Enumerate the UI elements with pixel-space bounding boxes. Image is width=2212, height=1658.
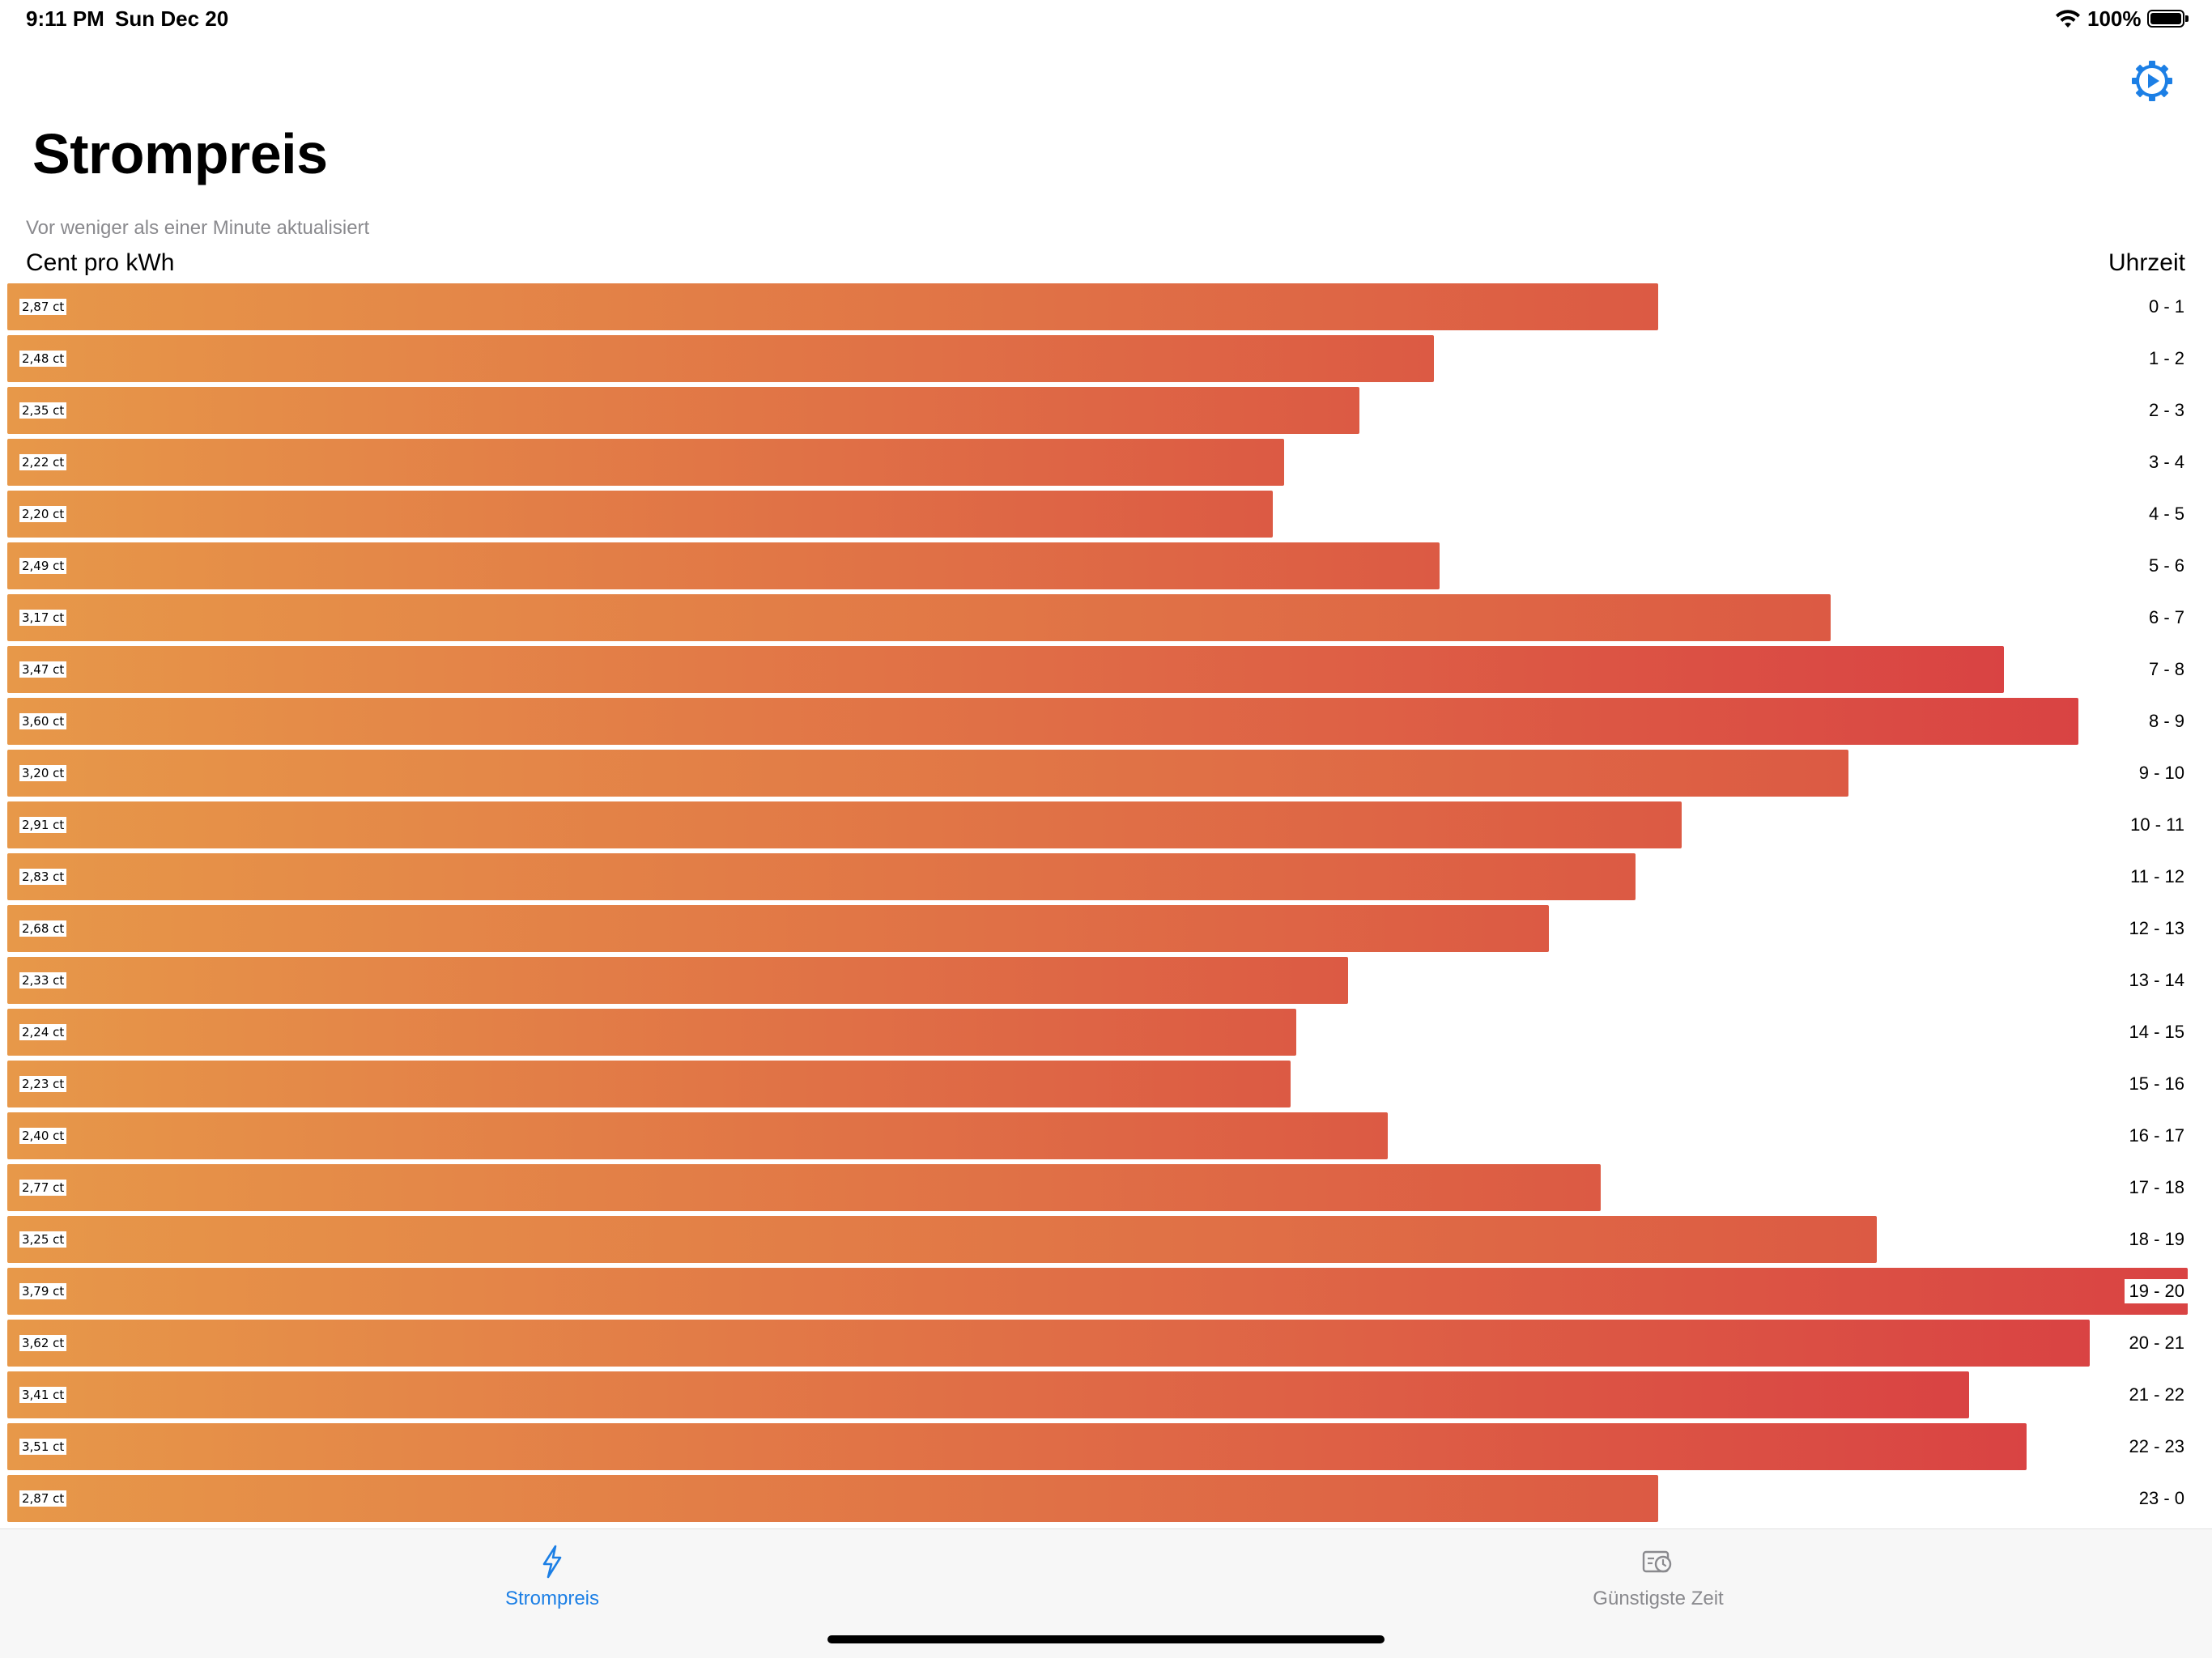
hour-range-label: 3 - 4 xyxy=(2148,452,2184,472)
price-bar xyxy=(7,283,1658,330)
price-value-label: 2,22 ct xyxy=(19,454,67,470)
price-bar xyxy=(7,1112,1388,1159)
tab-guenstigste-zeit-label: Günstigste Zeit xyxy=(1593,1588,1724,1609)
hour-range-label: 12 - 13 xyxy=(2129,918,2185,938)
hour-range-label: 5 - 6 xyxy=(2148,555,2184,576)
page-title: Strompreis xyxy=(32,122,328,185)
hour-range-label: 10 - 11 xyxy=(2130,814,2184,835)
hour-range-label: 9 - 10 xyxy=(2138,763,2184,783)
price-value-label: 2,40 ct xyxy=(19,1128,67,1144)
price-bar xyxy=(7,853,1636,900)
tab-guenstigste-zeit[interactable]: Günstigste Zeit xyxy=(1488,1544,1828,1609)
price-bar-chart: 2,87 ct 0 - 1 2,48 ct 1 - 2 2,35 ct 2 - 3 2,22… xyxy=(0,283,2212,1530)
price-bar xyxy=(7,1268,2188,1315)
price-value-label: 3,41 ct xyxy=(19,1387,67,1403)
lightning-bolt-icon xyxy=(542,1545,562,1579)
price-value-label: 2,77 ct xyxy=(19,1180,67,1196)
hour-range-label: 2 - 3 xyxy=(2148,400,2184,420)
price-value-label: 3,62 ct xyxy=(19,1335,67,1351)
price-value-label: 2,83 ct xyxy=(19,869,67,885)
price-value-label: 2,87 ct xyxy=(19,299,67,315)
price-bar xyxy=(7,439,1284,486)
price-bar xyxy=(7,1164,1601,1211)
price-value-label: 3,60 ct xyxy=(19,713,67,729)
status-date: Sun Dec 20 xyxy=(115,6,229,31)
hour-range-label: 16 - 17 xyxy=(2129,1125,2185,1146)
price-value-label: 2,20 ct xyxy=(19,506,67,522)
price-value-label: 3,51 ct xyxy=(19,1439,67,1455)
wifi-icon xyxy=(2056,10,2080,28)
home-indicator xyxy=(827,1635,1385,1643)
hour-range-label: 17 - 18 xyxy=(2129,1177,2185,1197)
price-bar xyxy=(7,1423,2027,1470)
hour-range-label: 8 - 9 xyxy=(2148,711,2184,731)
price-value-label: 2,35 ct xyxy=(19,402,67,419)
price-bar xyxy=(7,594,1831,641)
price-value-label: 3,79 ct xyxy=(19,1283,67,1299)
battery-icon xyxy=(2147,10,2189,28)
hour-range-label: 22 - 23 xyxy=(2129,1436,2185,1456)
price-bar xyxy=(7,1320,2090,1367)
status-time: 9:11 PM xyxy=(26,6,104,31)
hour-range-label: 6 - 7 xyxy=(2148,607,2184,627)
price-bar xyxy=(7,1475,1658,1522)
price-bar xyxy=(7,801,1682,848)
hour-range-label: 19 - 20 xyxy=(2124,1279,2189,1303)
hour-range-label: 21 - 22 xyxy=(2129,1384,2185,1405)
price-bar xyxy=(7,335,1434,382)
hour-range-label: 4 - 5 xyxy=(2148,504,2184,524)
time-column-label: Uhrzeit xyxy=(2108,249,2185,276)
settings-gear-icon[interactable] xyxy=(2129,58,2175,104)
price-value-label: 3,25 ct xyxy=(19,1231,67,1248)
price-bar xyxy=(7,1061,1291,1107)
price-bar xyxy=(7,698,2078,745)
status-bar: 9:11 PM Sun Dec 20 100% xyxy=(0,0,2212,39)
price-bar xyxy=(7,905,1549,952)
price-bar xyxy=(7,1371,1969,1418)
battery-percentage: 100% xyxy=(2087,6,2142,31)
price-value-label: 3,20 ct xyxy=(19,765,67,781)
hour-range-label: 1 - 2 xyxy=(2148,348,2184,368)
hour-range-label: 20 - 21 xyxy=(2129,1333,2185,1353)
last-updated-text: Vor weniger als einer Minute aktualisier… xyxy=(26,217,370,239)
price-bar xyxy=(7,491,1273,538)
price-value-label: 2,49 ct xyxy=(19,558,67,574)
hour-range-label: 7 - 8 xyxy=(2148,659,2184,679)
price-bar xyxy=(7,542,1440,589)
hour-range-label: 18 - 19 xyxy=(2129,1229,2185,1249)
price-bar xyxy=(7,1009,1296,1056)
price-value-label: 2,33 ct xyxy=(19,972,67,988)
price-value-label: 2,87 ct xyxy=(19,1490,67,1507)
price-bar xyxy=(7,957,1348,1004)
hour-range-label: 11 - 12 xyxy=(2130,866,2184,886)
price-value-label: 3,17 ct xyxy=(19,610,67,626)
price-bar xyxy=(7,1216,1877,1263)
price-value-label: 2,48 ct xyxy=(19,351,67,367)
price-column-label: Cent pro kWh xyxy=(26,249,175,276)
clock-rectangle-icon xyxy=(1642,1550,1672,1573)
price-value-label: 2,23 ct xyxy=(19,1076,67,1092)
price-value-label: 2,24 ct xyxy=(19,1024,67,1040)
price-value-label: 2,68 ct xyxy=(19,920,67,937)
hour-range-label: 13 - 14 xyxy=(2129,970,2185,990)
tab-strompreis-label: Strompreis xyxy=(504,1588,600,1609)
hour-range-label: 0 - 1 xyxy=(2148,296,2184,317)
hour-range-label: 14 - 15 xyxy=(2129,1022,2185,1042)
price-value-label: 3,47 ct xyxy=(19,661,67,678)
price-bar xyxy=(7,750,1848,797)
price-bar xyxy=(7,387,1359,434)
hour-range-label: 23 - 0 xyxy=(2138,1488,2184,1508)
hour-range-label: 15 - 16 xyxy=(2129,1073,2185,1094)
tab-strompreis[interactable]: Strompreis xyxy=(382,1544,722,1609)
price-value-label: 2,91 ct xyxy=(19,817,67,833)
price-bar xyxy=(7,646,2004,693)
